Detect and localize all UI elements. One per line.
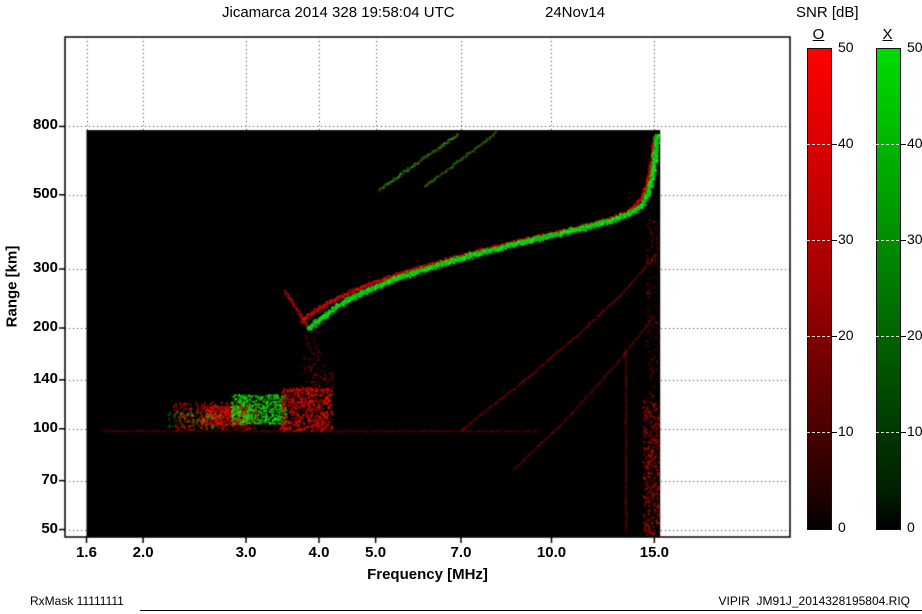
x-tick-label: 7.0: [450, 544, 472, 561]
x-colorbar-tick-label: 40: [907, 135, 922, 151]
o-colorbar-tick-label: 0: [838, 519, 846, 535]
o-colorbar-tick-label: 20: [838, 327, 854, 343]
plot-date-label: 24Nov14: [545, 4, 606, 21]
o-colorbar-dash: [807, 144, 830, 145]
x-colorbar-dash: [876, 144, 899, 145]
o-colorbar-tick-label: 40: [838, 135, 854, 151]
y-tick-label: 100: [32, 418, 58, 436]
x-colorbar-dash: [876, 336, 899, 337]
x-colorbar-tick-mark: [901, 336, 906, 337]
o-colorbar-dash: [807, 336, 830, 337]
plot-title: Jicamarca 2014 328 19:58:04 UTC: [222, 4, 455, 21]
y-tick-label: 800: [32, 116, 58, 134]
o-colorbar-tick-label: 50: [838, 39, 854, 55]
x-tick-label: 10.0: [536, 544, 567, 561]
x-tick-label: 2.0: [132, 544, 154, 561]
o-colorbar-tick-label: 30: [838, 231, 854, 247]
x-axis-label: Frequency [MHz]: [367, 566, 488, 583]
x-colorbar-tick-label: 50: [907, 39, 922, 55]
x-colorbar-tick-mark: [901, 240, 906, 241]
snr-colorbar-title: SNR [dB]: [796, 4, 859, 21]
x-colorbar-tick-label: 20: [907, 327, 922, 343]
y-tick-label: 140: [32, 369, 58, 387]
rxmask-text: RxMask 11111111: [30, 594, 124, 608]
o-colorbar-dash: [807, 432, 830, 433]
o-mode-label: O: [812, 26, 825, 43]
o-colorbar-dash: [807, 240, 830, 241]
x-colorbar-tick-label: 30: [907, 231, 922, 247]
x-tick-label: 3.0: [235, 544, 257, 561]
x-mode-colorbar: [876, 48, 901, 530]
x-mode-label: X: [882, 26, 893, 43]
filename-text: VIPIR JM91J_2014328195804.RIQ: [718, 594, 910, 608]
o-colorbar-tick-mark: [832, 432, 837, 433]
x-tick-label: 4.0: [308, 544, 330, 561]
x-tick-label: 1.6: [76, 544, 97, 561]
x-colorbar-tick-label: 10: [907, 423, 922, 439]
bottom-divider: [140, 610, 922, 611]
o-colorbar-tick-mark: [832, 240, 837, 241]
o-colorbar-tick-label: 10: [838, 423, 854, 439]
y-tick-label: 300: [32, 259, 58, 277]
y-tick-label: 70: [41, 470, 58, 488]
o-mode-colorbar: [807, 48, 832, 530]
x-colorbar-dash: [876, 240, 899, 241]
x-tick-label: 5.0: [365, 544, 387, 561]
y-tick-label: 500: [32, 184, 58, 202]
y-tick-label: 50: [41, 519, 58, 537]
x-colorbar-tick-mark: [901, 432, 906, 433]
x-colorbar-tick-label: 0: [907, 519, 915, 535]
x-tick-label: 15.0: [639, 544, 669, 561]
x-colorbar-dash: [876, 432, 899, 433]
x-colorbar-tick-mark: [901, 144, 906, 145]
o-colorbar-tick-mark: [832, 336, 837, 337]
o-colorbar-tick-mark: [832, 144, 837, 145]
y-tick-label: 200: [32, 317, 58, 335]
